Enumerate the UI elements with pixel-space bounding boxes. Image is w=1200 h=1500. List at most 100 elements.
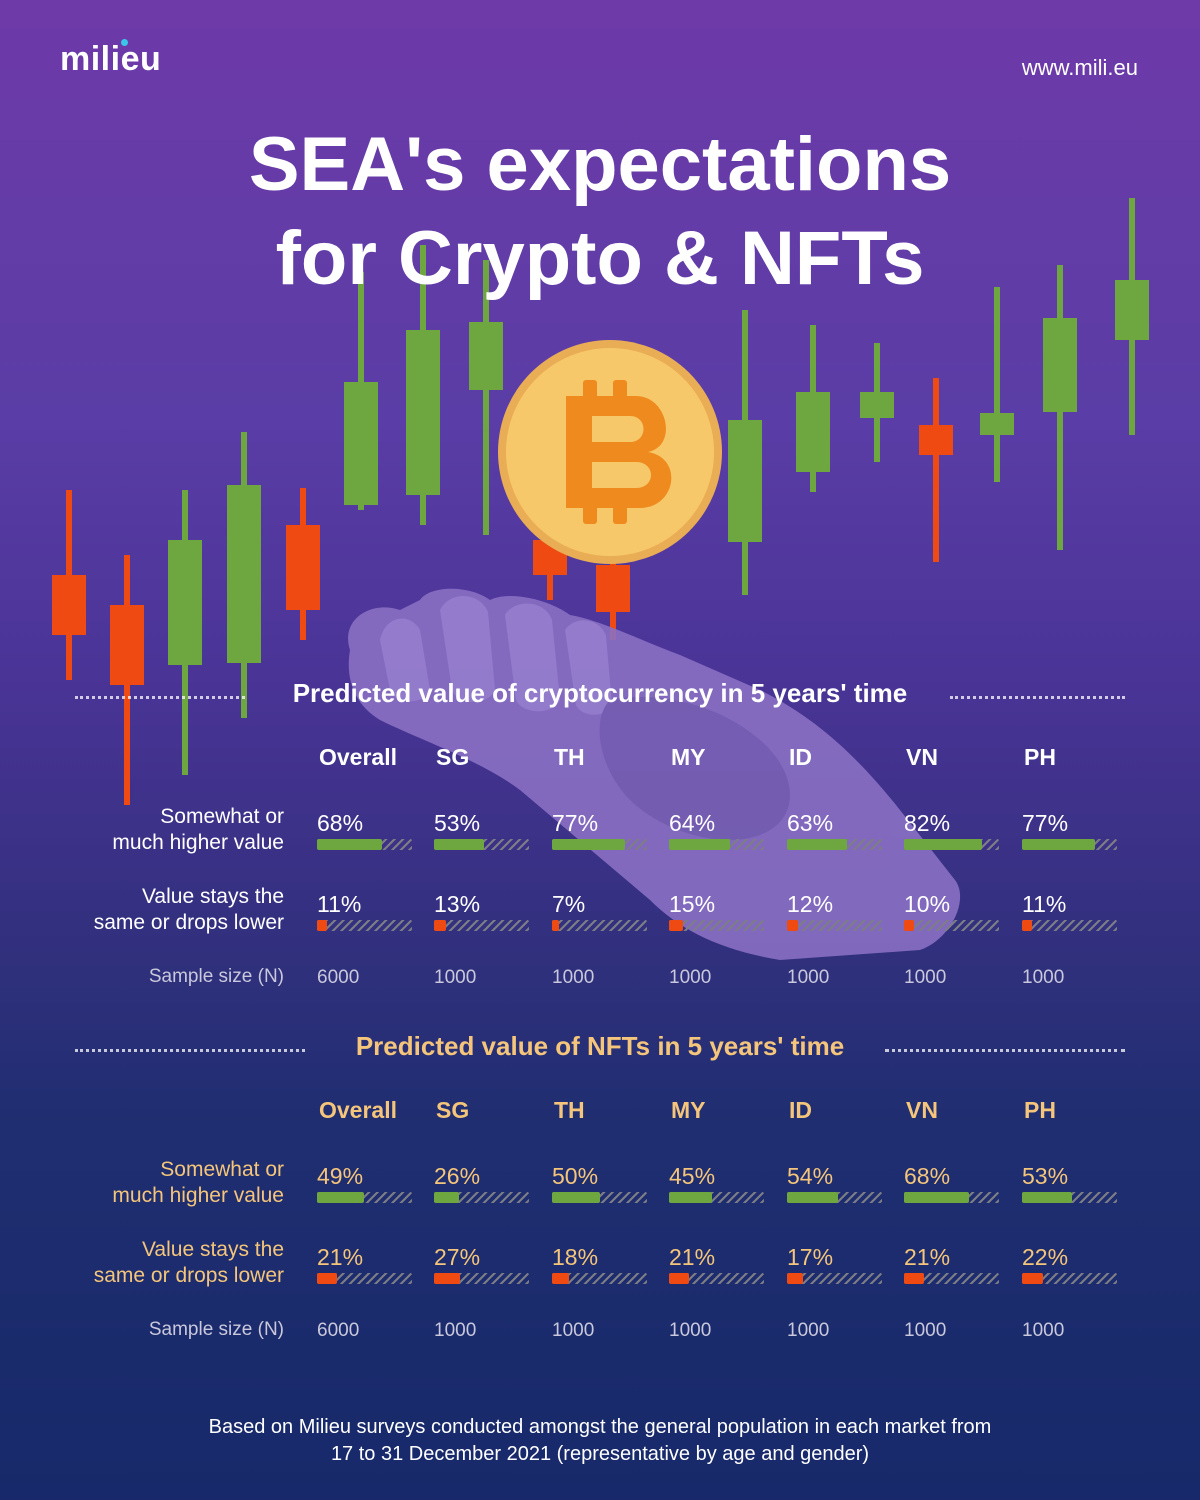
- bar-higher: [669, 839, 730, 850]
- bar-track: [787, 1192, 882, 1203]
- column-header-my: MY: [671, 744, 706, 770]
- bar-higher: [552, 839, 626, 850]
- percent-label: 7%: [552, 891, 586, 917]
- sample-size-value: 1000: [552, 967, 595, 988]
- bar-lower: [904, 1273, 924, 1284]
- row-label: Value stays the same or drops lower: [24, 884, 284, 936]
- candlestick: [860, 343, 894, 462]
- title-line-2: for Crypto & NFTs: [275, 216, 925, 301]
- bar-lower: [552, 1273, 570, 1284]
- bar-track: [317, 1192, 412, 1203]
- row-label-line: Somewhat or: [160, 1158, 284, 1181]
- candlestick: [52, 490, 86, 680]
- logo-dot-icon: [121, 39, 128, 46]
- percent-label: 15%: [669, 891, 716, 917]
- row-label: Somewhat or much higher value: [24, 804, 284, 856]
- percent-label: 64%: [669, 810, 716, 836]
- bar-higher: [904, 1192, 969, 1203]
- column-header-sg: SG: [436, 1097, 470, 1123]
- bar-lower: [904, 920, 914, 931]
- bar-track: [904, 920, 999, 931]
- column-header-my: MY: [671, 1097, 706, 1123]
- bar-track: [787, 839, 882, 850]
- percent-label: 53%: [1022, 1163, 1069, 1189]
- bar-lower: [434, 1273, 460, 1284]
- hand-icon: [348, 588, 961, 960]
- bar-track: [669, 1192, 764, 1203]
- candlestick: [919, 378, 953, 562]
- row-label: Value stays the same or drops lower: [24, 1237, 284, 1289]
- bar-track: [669, 920, 764, 931]
- percent-label: 82%: [904, 810, 951, 836]
- percent-label: 77%: [1022, 810, 1069, 836]
- bar-lower: [552, 920, 559, 931]
- bar-track: [434, 839, 529, 850]
- percent-label: 77%: [552, 810, 599, 836]
- candlestick: [980, 287, 1014, 482]
- footnote: Based on Milieu surveys conducted amongs…: [0, 1414, 1200, 1468]
- bar-track: [552, 1192, 647, 1203]
- percent-label: 49%: [317, 1163, 364, 1189]
- bar-lower: [317, 920, 328, 931]
- column-header-id: ID: [789, 744, 812, 770]
- bar-track: [1022, 839, 1117, 850]
- percent-label: 12%: [787, 891, 834, 917]
- percent-label: 26%: [434, 1163, 481, 1189]
- bar-higher: [552, 1192, 600, 1203]
- candlestick: [110, 555, 144, 805]
- bar-lower: [317, 1273, 337, 1284]
- row-label-line: much higher value: [112, 831, 284, 854]
- sample-size-value: 1000: [904, 967, 947, 988]
- column-header-ph: PH: [1024, 1097, 1056, 1123]
- milieu-logo[interactable]: milieu: [60, 40, 162, 78]
- candlestick: [469, 260, 503, 535]
- bar-higher: [317, 1192, 364, 1203]
- bar-track: [669, 1273, 764, 1284]
- sample-size-value: 6000: [317, 1320, 360, 1341]
- sample-size-value: 1000: [434, 1320, 477, 1341]
- bar-higher: [434, 839, 485, 850]
- candlestick: [227, 432, 261, 718]
- bar-higher: [434, 1192, 459, 1203]
- row-label-line: Somewhat or: [160, 805, 284, 828]
- bar-track: [787, 1273, 882, 1284]
- candlestick: [286, 488, 320, 640]
- percent-label: 21%: [904, 1244, 951, 1270]
- percent-label: 21%: [669, 1244, 716, 1270]
- column-header-vn: VN: [906, 744, 938, 770]
- percent-label: 68%: [904, 1163, 951, 1189]
- dotted-rule-right: [950, 696, 1125, 699]
- column-header-overall: Overall: [319, 744, 397, 770]
- column-header-vn: VN: [906, 1097, 938, 1123]
- bar-higher: [904, 839, 982, 850]
- website-link[interactable]: www.mili.eu: [1021, 55, 1138, 80]
- percent-label: 53%: [434, 810, 481, 836]
- percent-label: 68%: [317, 810, 364, 836]
- row-label-line: much higher value: [112, 1184, 284, 1207]
- candlestick: [1115, 198, 1149, 435]
- page-title: SEA's expectations for Crypto & NFTs: [0, 118, 1200, 306]
- row-label-line: Value stays the: [141, 1238, 284, 1261]
- row-label-line: same or drops lower: [93, 1264, 284, 1287]
- percent-label: 50%: [552, 1163, 599, 1189]
- percent-label: 45%: [669, 1163, 716, 1189]
- title-line-1: SEA's expectations: [248, 122, 952, 207]
- candlestick: [168, 490, 202, 775]
- percent-label: 11%: [317, 891, 362, 917]
- sample-size-value: 1000: [1022, 967, 1065, 988]
- footnote-line-2: 17 to 31 December 2021 (representative b…: [330, 1443, 870, 1465]
- bar-track: [317, 1273, 412, 1284]
- column-header-sg: SG: [436, 744, 470, 770]
- bar-lower: [669, 1273, 689, 1284]
- sample-size-value: 1000: [787, 967, 830, 988]
- section-title: Predicted value of cryptocurrency in 5 y…: [292, 678, 908, 708]
- percent-label: 22%: [1022, 1244, 1069, 1270]
- dotted-rule-right: [885, 1049, 1125, 1052]
- candlestick: [796, 325, 830, 492]
- bar-track: [434, 1273, 529, 1284]
- percent-label: 63%: [787, 810, 834, 836]
- row-label-line: Value stays the: [141, 885, 284, 908]
- column-header-id: ID: [789, 1097, 812, 1123]
- percent-label: 54%: [787, 1163, 834, 1189]
